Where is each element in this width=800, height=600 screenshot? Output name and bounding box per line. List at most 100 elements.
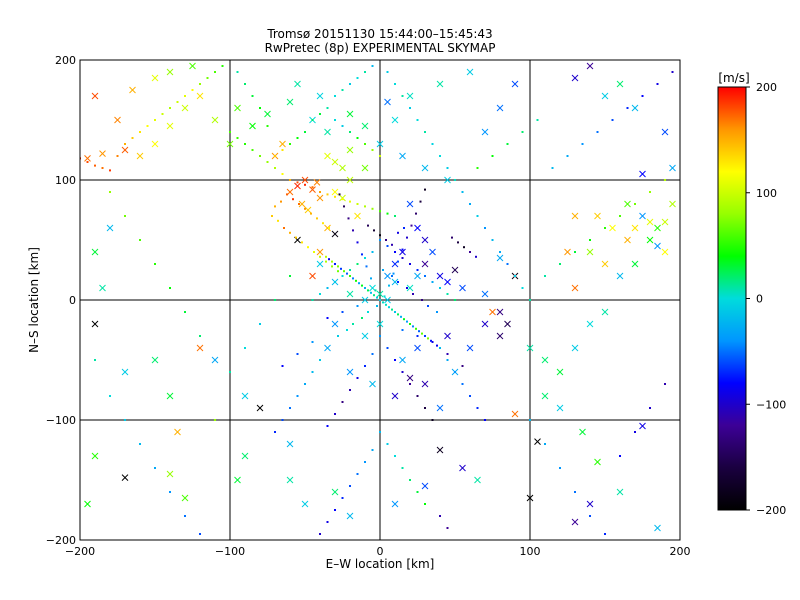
dot-marker xyxy=(457,241,459,244)
dot-marker xyxy=(416,335,419,337)
dot-marker xyxy=(356,473,359,475)
cross-marker xyxy=(616,272,624,280)
cross-marker xyxy=(406,92,414,100)
dot-marker xyxy=(94,359,96,361)
cross-marker xyxy=(309,272,316,280)
dot-marker xyxy=(463,246,465,249)
dot-marker xyxy=(410,224,413,227)
cross-marker xyxy=(669,200,676,208)
dot-marker xyxy=(356,241,359,244)
cross-marker xyxy=(654,242,661,250)
dot-marker xyxy=(484,227,486,229)
dot-marker xyxy=(319,359,321,361)
cross-marker xyxy=(361,122,369,130)
dot-marker xyxy=(559,467,561,469)
cross-marker xyxy=(489,308,496,316)
dot-marker xyxy=(361,284,363,287)
cross-marker xyxy=(556,404,564,412)
dot-marker xyxy=(436,344,438,347)
cross-marker xyxy=(646,218,654,226)
dot-marker xyxy=(374,289,377,292)
dot-marker xyxy=(386,71,389,73)
dot-marker xyxy=(296,181,299,184)
dot-marker xyxy=(439,155,441,157)
dot-marker xyxy=(139,443,141,445)
cross-marker xyxy=(661,248,669,256)
x-tick-label: −200 xyxy=(65,545,95,558)
dot-marker xyxy=(349,131,351,133)
dot-marker xyxy=(476,167,479,169)
dot-marker xyxy=(352,277,354,280)
dot-marker xyxy=(431,341,434,343)
dot-marker xyxy=(311,186,314,189)
dot-marker xyxy=(611,119,614,121)
cross-marker xyxy=(474,476,481,484)
dot-marker xyxy=(401,257,404,259)
dot-marker xyxy=(379,210,381,213)
dot-marker xyxy=(296,395,299,397)
cross-marker xyxy=(571,74,579,82)
dot-marker xyxy=(337,335,339,337)
cross-marker xyxy=(496,104,504,112)
chart-subtitle: RwPretec (8p) EXPERIMENTAL SKYMAP xyxy=(265,41,496,55)
colorbar-tick-label: −100 xyxy=(756,398,786,411)
dot-marker xyxy=(386,212,389,215)
dot-marker xyxy=(364,205,366,208)
cross-marker xyxy=(121,146,129,154)
dot-marker xyxy=(656,83,659,85)
dot-marker xyxy=(416,269,419,271)
dot-marker xyxy=(371,149,374,151)
y-tick-label: 0 xyxy=(69,294,76,307)
dot-marker xyxy=(403,318,405,321)
cross-marker xyxy=(346,176,354,184)
dot-marker xyxy=(394,215,396,217)
dot-marker xyxy=(409,263,411,265)
dot-marker xyxy=(484,419,486,421)
dot-marker xyxy=(304,131,306,133)
x-axis-label: E–W location [km] xyxy=(326,557,435,571)
dot-marker xyxy=(109,191,111,193)
dot-marker xyxy=(476,215,479,217)
dot-marker xyxy=(326,107,329,109)
dot-marker xyxy=(331,260,333,263)
dot-marker xyxy=(388,306,390,309)
dot-marker xyxy=(139,131,141,133)
dot-marker xyxy=(424,335,426,337)
dot-marker xyxy=(446,293,449,295)
colorbar-gradient xyxy=(717,86,747,511)
cross-marker xyxy=(316,260,324,268)
dot-marker xyxy=(419,200,422,203)
dot-marker xyxy=(281,173,284,175)
dot-marker xyxy=(418,330,420,333)
cross-marker xyxy=(114,116,121,124)
colorbar-tick-label: −200 xyxy=(756,504,786,517)
cross-marker xyxy=(414,224,421,232)
dot-marker xyxy=(199,533,201,535)
dot-marker xyxy=(259,107,261,109)
cross-marker xyxy=(313,179,321,186)
dot-marker xyxy=(371,449,374,451)
cross-marker xyxy=(421,260,429,268)
cross-marker xyxy=(399,248,406,256)
dot-marker xyxy=(379,335,381,337)
cross-marker xyxy=(151,74,159,82)
dot-marker xyxy=(310,212,312,215)
cross-marker xyxy=(586,500,594,508)
dot-marker xyxy=(274,167,276,169)
dot-marker xyxy=(529,299,531,301)
dot-marker xyxy=(421,299,423,301)
dot-marker xyxy=(551,167,554,169)
dot-marker xyxy=(311,341,314,343)
dot-marker xyxy=(439,515,441,517)
dot-marker xyxy=(409,383,411,385)
dot-marker xyxy=(206,77,209,79)
cross-marker xyxy=(421,380,429,388)
dot-marker xyxy=(328,258,330,261)
colorbar-tick-label: 0 xyxy=(756,293,763,306)
cross-marker xyxy=(631,224,639,232)
dot-marker xyxy=(499,251,501,253)
dot-marker xyxy=(382,301,384,304)
dot-marker xyxy=(184,515,186,517)
dot-marker xyxy=(461,383,464,385)
dot-marker xyxy=(283,227,285,229)
